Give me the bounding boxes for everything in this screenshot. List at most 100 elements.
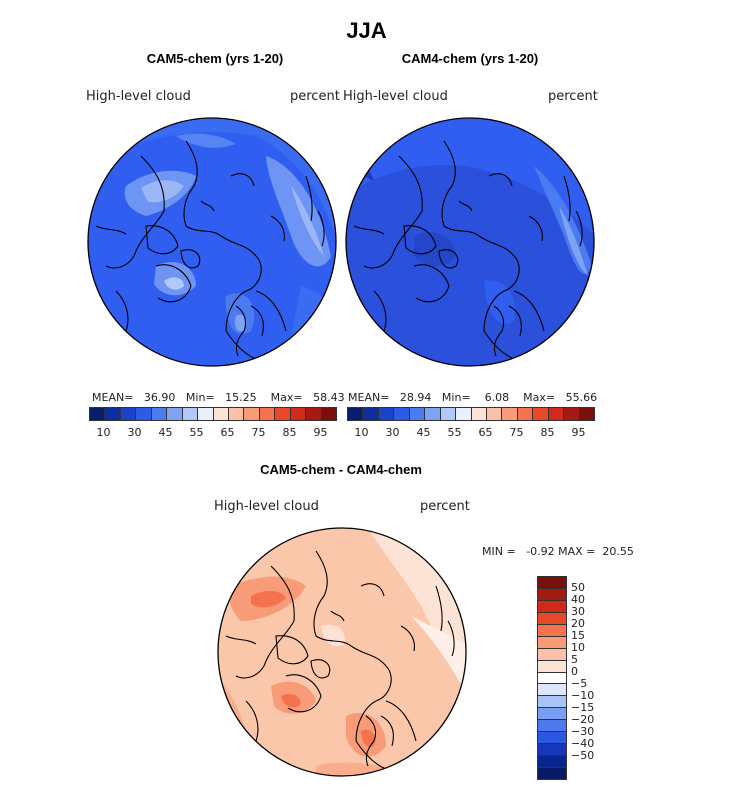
colorbar-swatch (538, 720, 566, 733)
panel-3-variable-label: High-level cloud (214, 499, 319, 514)
colorbar-swatch (538, 732, 566, 745)
panel-3-max-value: 20.55 (602, 545, 634, 558)
colorbar-swatch (151, 408, 168, 420)
colorbar-swatch (538, 636, 566, 649)
colorbar-swatch (538, 588, 566, 601)
colorbar-swatch (348, 408, 364, 420)
colorbar-swatch (244, 408, 260, 420)
colorbar-swatch (564, 408, 580, 420)
panel-1-mean-label: MEAN= (92, 391, 134, 404)
colorbar-tick-label: 30 (127, 426, 142, 439)
colorbar-tick-label: −50 (571, 749, 595, 762)
colorbar-swatch (538, 708, 566, 721)
colorbar-swatch (321, 408, 336, 420)
colorbar-tick-label: −5 (571, 677, 588, 690)
colorbar-tick-label: 30 (571, 605, 585, 618)
colorbar-swatch (538, 577, 566, 589)
colorbar-swatch (548, 408, 565, 420)
panel-3-units-label: percent (420, 499, 470, 514)
panel-3-title: CAM5-chem - CAM4-chem (260, 462, 422, 477)
colorbar-swatch (363, 408, 379, 420)
colorbar-swatch (136, 408, 152, 420)
panel-3-min-label: MIN = (482, 545, 516, 558)
colorbar-swatch (538, 768, 566, 779)
colorbar-tick-label: 50 (571, 581, 585, 594)
colorbar-swatch (486, 408, 503, 420)
colorbar-swatch (394, 408, 410, 420)
panel-3-stats: MIN = -0.92 MAX = 20.55 (482, 545, 634, 558)
panel-1-max-label: Max= (270, 391, 303, 404)
colorbar-tick-label: 10 (354, 426, 369, 439)
colorbar-swatch (517, 408, 534, 420)
panel-1-mean-value: 36.90 (143, 391, 176, 404)
panel-2-mean-value: 28.94 (399, 391, 432, 404)
colorbar-tick-label: −30 (571, 725, 595, 738)
colorbar-tick-label: 65 (220, 426, 235, 439)
colorbar-swatch (306, 408, 322, 420)
panel-1-polar-map (87, 117, 337, 367)
colorbar-swatch (538, 624, 566, 637)
colorbar-swatch (579, 408, 594, 420)
panel-2-title: CAM4-chem (yrs 1-20) (401, 51, 539, 66)
colorbar-tick-label: 5 (571, 653, 578, 666)
colorbar-swatch (182, 408, 199, 420)
colorbar-tick-label: 75 (509, 426, 524, 439)
colorbar-swatch (456, 408, 472, 420)
colorbar-swatch (425, 408, 441, 420)
colorbar-tick-label: 65 (478, 426, 493, 439)
figure-title: JJA (346, 18, 387, 43)
panel-1-units-label: percent (290, 89, 340, 104)
colorbar-swatch (440, 408, 457, 420)
colorbar-swatch (533, 408, 549, 420)
panel-1-colorbar-ticks: 10 30 45 55 65 75 85 95 (89, 426, 337, 440)
colorbar-tick-label: −10 (571, 689, 595, 702)
colorbar-swatch (538, 744, 566, 757)
panel-1-colorbar (89, 407, 337, 421)
colorbar-swatch (213, 408, 229, 420)
colorbar-swatch (167, 408, 183, 420)
panel-2-mean-label: MEAN= (348, 391, 390, 404)
colorbar-tick-label: 95 (571, 426, 586, 439)
colorbar-swatch (538, 612, 566, 625)
colorbar-tick-label: 10 (571, 641, 585, 654)
colorbar-swatch (198, 408, 214, 420)
panel-2-min-label: Min= (441, 391, 471, 404)
colorbar-tick-label: 30 (385, 426, 400, 439)
panel-2-units-label: percent (548, 89, 598, 104)
panel-3-min-value: -0.92 (526, 545, 555, 558)
colorbar-tick-label: 55 (447, 426, 462, 439)
colorbar-tick-label: 10 (96, 426, 111, 439)
panel-2-stats: MEAN= 28.94 Min= 6.08 Max= 55.66 (348, 391, 597, 404)
colorbar-tick-label: 20 (571, 617, 585, 630)
panel-1-min-value: 15.25 (225, 391, 257, 404)
panel-3-colorbar-ticks: 50 40 30 20 15 10 5 0 −5 −10 −15 −20 −30 −40 −50 (571, 576, 611, 780)
colorbar-swatch (538, 648, 566, 661)
panel-1-variable-label: High-level cloud (86, 89, 191, 104)
colorbar-swatch (275, 408, 291, 420)
panel-3-max-label: MAX = (558, 545, 596, 558)
colorbar-swatch (409, 408, 426, 420)
colorbar-swatch (538, 660, 566, 673)
panel-3-colorbar (537, 576, 567, 780)
colorbar-tick-label: −15 (571, 701, 595, 714)
colorbar-tick-label: 55 (189, 426, 204, 439)
panel-2-colorbar (347, 407, 595, 421)
colorbar-tick-label: −20 (571, 713, 595, 726)
colorbar-tick-label: 40 (571, 593, 585, 606)
panel-2-variable-label: High-level cloud (343, 89, 448, 104)
colorbar-tick-label: 45 (416, 426, 431, 439)
colorbar-swatch (105, 408, 121, 420)
colorbar-swatch (538, 672, 566, 685)
panel-2-colorbar-ticks: 10 30 45 55 65 75 85 95 (347, 426, 595, 440)
colorbar-swatch (538, 684, 566, 697)
panel-2-max-label: Max= (523, 391, 556, 404)
panel-1-max-value: 58.43 (313, 391, 345, 404)
colorbar-tick-label: 15 (571, 629, 585, 642)
colorbar-swatch (290, 408, 307, 420)
colorbar-swatch (228, 408, 245, 420)
panel-1-title: CAM5-chem (yrs 1-20) (146, 51, 284, 66)
colorbar-swatch (471, 408, 487, 420)
panel-1-stats: MEAN= 36.90 Min= 15.25 Max= 58.43 (92, 391, 345, 404)
panel-1-min-label: Min= (185, 391, 215, 404)
colorbar-tick-label: 75 (251, 426, 266, 439)
